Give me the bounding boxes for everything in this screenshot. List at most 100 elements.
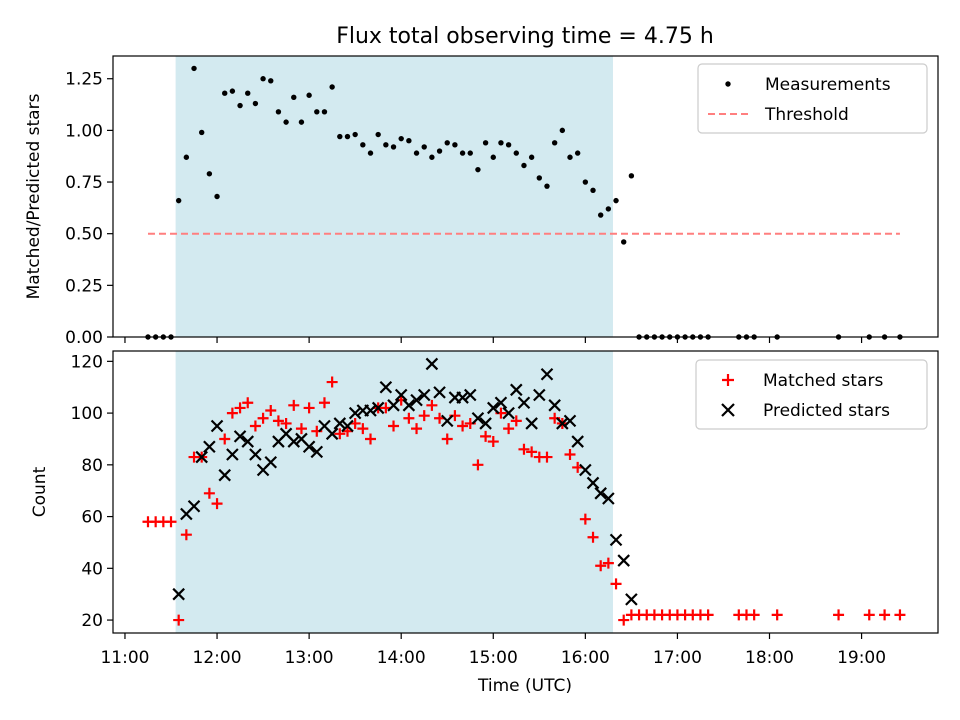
predicted-star-point bbox=[617, 554, 630, 567]
y-tick-label: 0.00 bbox=[65, 328, 103, 348]
measurement-point bbox=[321, 109, 328, 115]
predicted-star-point bbox=[479, 417, 492, 430]
predicted-star-point bbox=[556, 417, 569, 430]
y-tick-label: 20 bbox=[81, 611, 103, 631]
predicted-star-point bbox=[502, 406, 515, 420]
measurement-point bbox=[344, 133, 351, 140]
ratio-axes-frame bbox=[112, 55, 939, 338]
matched-star-point bbox=[173, 614, 185, 626]
predicted-star-point bbox=[172, 587, 185, 601]
matched-star-point bbox=[518, 443, 530, 455]
predicted-star-point bbox=[364, 404, 377, 417]
y-tick-label: 1.25 bbox=[65, 70, 103, 90]
matched-star-point bbox=[265, 405, 277, 417]
measurement-point bbox=[291, 94, 297, 101]
matched-star-point bbox=[748, 609, 760, 621]
ratio-y-ticks: 0.00 0.25 0.50 0.75 1.00 1.25 bbox=[65, 70, 113, 348]
measurement-point bbox=[252, 100, 259, 107]
measurement-point bbox=[183, 154, 190, 160]
measurement-point bbox=[621, 239, 627, 245]
matched-star-point bbox=[564, 448, 576, 460]
ratio-y-axis-label: Matched/Predicted stars bbox=[24, 93, 44, 299]
matched-star-point bbox=[487, 436, 499, 448]
predicted-star-point bbox=[379, 380, 393, 394]
predicted-star-point bbox=[410, 393, 423, 407]
predicted-star-point bbox=[602, 492, 615, 505]
matched-star-point bbox=[426, 399, 438, 411]
measurement-point bbox=[475, 166, 481, 173]
measurement-point bbox=[214, 193, 220, 200]
x-tick-label: 16:00 bbox=[561, 648, 610, 668]
matched-star-point bbox=[257, 412, 269, 424]
count-y-ticks: 20 40 60 80 100 120 bbox=[71, 352, 113, 631]
y-tick-label: 40 bbox=[81, 559, 103, 579]
matched-star-point bbox=[480, 430, 492, 442]
x-tick-label: 17:00 bbox=[653, 648, 702, 668]
matched-star-point bbox=[879, 609, 891, 621]
matched-star-point bbox=[334, 428, 346, 440]
measurement-point bbox=[406, 138, 412, 144]
chart-title: Flux total observing time = 4.75 h bbox=[336, 24, 714, 49]
y-tick-label: 1.00 bbox=[65, 121, 103, 141]
predicted-star-point bbox=[571, 435, 584, 448]
x-tick-label: 15:00 bbox=[469, 648, 518, 668]
legend-matched-label: Matched stars bbox=[763, 371, 883, 391]
measurement-point bbox=[222, 90, 228, 96]
measurement-point bbox=[536, 175, 543, 181]
matched-star-point bbox=[441, 433, 453, 445]
legend-matched-marker bbox=[722, 374, 734, 386]
matched-star-point bbox=[318, 397, 330, 409]
measurement-point bbox=[567, 154, 573, 160]
measurement-point bbox=[283, 119, 289, 125]
predicted-stars-series bbox=[172, 357, 638, 606]
count-legend-box bbox=[695, 359, 928, 430]
measurement-point bbox=[459, 150, 466, 156]
measurement-point bbox=[421, 144, 427, 150]
matched-star-point bbox=[365, 433, 377, 445]
measurement-point bbox=[597, 212, 604, 218]
measurement-point bbox=[390, 144, 397, 150]
ratio-panel: 0.00 0.25 0.50 0.75 1.00 1.25 Matched/Predict… bbox=[24, 55, 939, 348]
measurement-point bbox=[513, 150, 519, 156]
measurement-point bbox=[191, 65, 197, 72]
predicted-star-point bbox=[187, 499, 201, 513]
predicted-star-point bbox=[341, 419, 354, 433]
matched-star-point bbox=[863, 609, 875, 621]
predicted-star-point bbox=[210, 419, 224, 433]
predicted-star-point bbox=[433, 386, 446, 399]
matched-star-point bbox=[180, 529, 192, 541]
matched-star-point bbox=[579, 513, 591, 525]
matched-star-point bbox=[234, 402, 246, 414]
predicted-star-point bbox=[310, 445, 324, 459]
y-tick-label: 0.75 bbox=[65, 173, 103, 193]
matched-star-point bbox=[165, 516, 177, 528]
measurement-point bbox=[482, 140, 489, 146]
predicted-star-point bbox=[486, 401, 500, 415]
observing-span-shade bbox=[175, 351, 613, 633]
x-tick-label: 13:00 bbox=[285, 648, 334, 668]
predicted-star-point bbox=[371, 401, 385, 415]
measurement-point bbox=[398, 135, 404, 142]
matched-star-point bbox=[411, 423, 423, 435]
predicted-star-point bbox=[218, 468, 231, 482]
measurement-point bbox=[574, 150, 581, 156]
measurement-point bbox=[467, 150, 473, 156]
predicted-star-point bbox=[440, 414, 454, 428]
measurement-point bbox=[383, 142, 389, 148]
legend-predicted-marker bbox=[721, 403, 735, 417]
predicted-star-point bbox=[333, 417, 347, 430]
y-tick-label: 0.25 bbox=[65, 276, 103, 296]
measurement-point bbox=[544, 183, 550, 189]
measurement-point bbox=[260, 76, 266, 82]
count-x-ticks: 11:00 12:00 13:00 14:00 15:00 16:00 17:00 18:00… bbox=[100, 633, 886, 668]
predicted-star-point bbox=[463, 388, 477, 402]
x-tick-label: 11:00 bbox=[100, 648, 149, 668]
predicted-star-point bbox=[249, 448, 262, 461]
count-axes-frame bbox=[112, 350, 939, 634]
measurement-point bbox=[175, 197, 182, 204]
matched-star-point bbox=[541, 451, 553, 463]
measurement-point bbox=[582, 179, 589, 185]
matched-star-point bbox=[272, 415, 284, 427]
matched-star-point bbox=[526, 446, 538, 458]
